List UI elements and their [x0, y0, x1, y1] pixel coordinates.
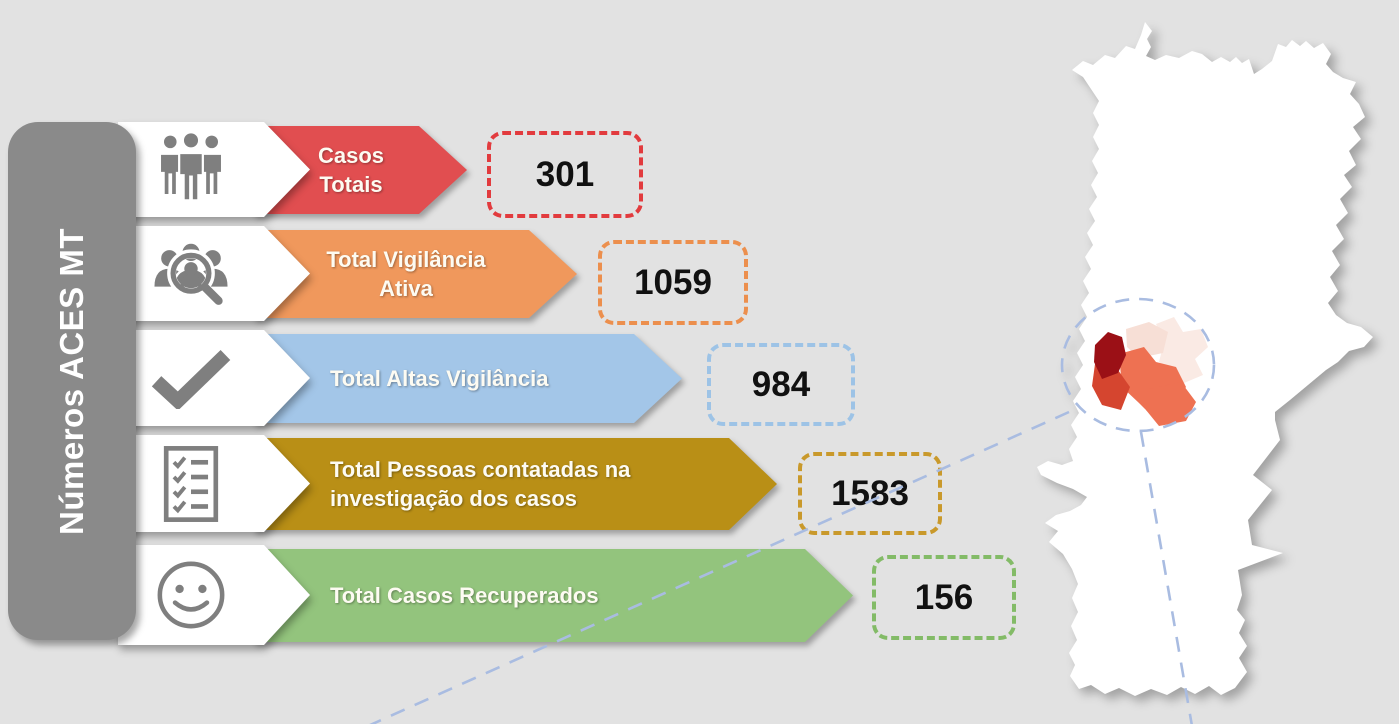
- stat-value: 1583: [831, 473, 909, 513]
- stat-label-line1: Casos: [317, 143, 385, 168]
- people-group-icon: [154, 130, 228, 210]
- highlight-circle: [1060, 297, 1216, 433]
- stat-value: 156: [914, 577, 974, 617]
- page-title: Números ACES MT: [53, 227, 90, 535]
- smiley-icon: [153, 557, 229, 633]
- checkmark-icon: [150, 347, 232, 409]
- stat-label-line2: Ativa: [379, 276, 433, 301]
- stat-label-line2: Totais: [319, 172, 383, 197]
- value-box: 984: [707, 343, 855, 426]
- checklist-icon: [160, 443, 222, 525]
- aces-mt-region-cluster: [1092, 317, 1208, 426]
- people-search-icon: [150, 237, 232, 311]
- municipality-shape: [1094, 332, 1126, 379]
- arrow-banner: Total Casos Recuperados: [253, 549, 853, 642]
- value-box: 156: [872, 555, 1016, 640]
- icon-band: [118, 435, 310, 532]
- stat-value: 984: [751, 364, 811, 404]
- icon-band: [118, 330, 310, 426]
- stat-label-line1: Total Vigilância: [326, 247, 486, 272]
- portugal-map: [1035, 18, 1395, 718]
- stat-value: 301: [535, 154, 595, 194]
- stat-label-line1: Total Altas Vigilância: [330, 366, 549, 391]
- value-box: 1583: [798, 452, 942, 535]
- icon-band: [118, 226, 310, 321]
- icon-band: [118, 122, 310, 217]
- stat-label-line1: Total Pessoas contatadas na: [330, 457, 631, 482]
- portugal-outline: [1037, 22, 1373, 696]
- value-box: 301: [487, 131, 643, 218]
- arrow-banner: Total Pessoas contatadas na investigação…: [253, 438, 777, 530]
- title-banner: Números ACES MT: [8, 122, 136, 640]
- stat-value: 1059: [634, 262, 712, 302]
- municipality-shape: [1146, 382, 1196, 426]
- municipality-shape: [1126, 322, 1168, 358]
- value-box: 1059: [598, 240, 748, 325]
- icon-band: [118, 545, 310, 645]
- arrow-banner: Total Altas Vigilância: [253, 334, 682, 423]
- stat-label-line1: Total Casos Recuperados: [330, 583, 599, 608]
- stat-label-line2: investigação dos casos: [330, 486, 577, 511]
